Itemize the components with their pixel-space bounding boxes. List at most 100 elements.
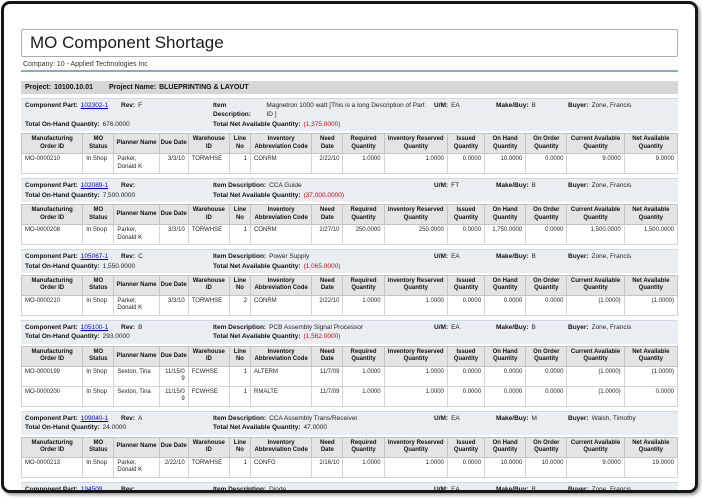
column-header: MO Status <box>82 274 115 296</box>
total-on-hand-label: Total On-Hand Quantity: <box>25 120 100 128</box>
component-part-link[interactable]: 102089-1 <box>80 182 109 190</box>
table-cell: MO-0000210 <box>20 294 84 316</box>
rev-value: F <box>138 102 143 109</box>
component-part-link[interactable]: 109040-1 <box>80 414 109 422</box>
column-header: Warehouse ID <box>187 274 230 296</box>
table-cell: 2/22/10 <box>158 456 189 478</box>
table-header-row: Manufacturing Order ID MO Status Planner N… <box>20 274 679 296</box>
component-part-link[interactable]: 105067-1 <box>80 253 109 261</box>
total-on-hand-value: 676.0000 <box>102 120 130 128</box>
component-part-link[interactable]: 194509 <box>80 485 103 493</box>
buyer-label: Buyer: <box>568 182 589 190</box>
table-header-row: Manufacturing Order ID MO Status Planner N… <box>20 204 679 226</box>
total-net-available-label: Total Net Available Quantity: <box>213 262 301 270</box>
column-header: Issued Quantity <box>446 204 486 226</box>
column-header: Inventory Reserved Quantity <box>383 204 448 226</box>
component-part-label: Component Part: <box>25 323 78 331</box>
column-header: Line No <box>228 133 252 155</box>
column-header: MO Status <box>82 204 115 226</box>
column-header: Required Quantity <box>342 345 385 367</box>
table-cell: TORWHSE <box>187 294 230 316</box>
table-cell: 1 <box>228 153 252 175</box>
component-part-link[interactable]: 102302-1 <box>80 102 109 109</box>
total-on-hand-label: Total On-Hand Quantity: <box>25 191 100 199</box>
page-title: MO Component Shortage <box>30 33 224 52</box>
item-description-value: CCA Assembly Trans/Receiver <box>269 414 358 422</box>
component-section-header: Component Part: 105067-1 Rev: C Item Des… <box>21 249 678 273</box>
make-buy-label: Make/Buy: <box>496 182 529 190</box>
table-cell: CONRM <box>250 224 313 246</box>
table-cell: CONRM <box>250 153 313 175</box>
table-cell: Sexton, Tina <box>113 365 160 387</box>
component-totals-line: Total On-Hand Quantity: 7,500.0000 Total… <box>25 191 674 200</box>
column-header: On Order Quantity <box>525 274 568 296</box>
column-header: Need Date <box>311 345 344 367</box>
column-header: On Hand Quantity <box>484 345 527 367</box>
table-cell: 1,500.0000 <box>623 224 679 246</box>
table-cell: FCWHSE <box>187 385 230 407</box>
table-cell: 0.0000 <box>446 456 486 478</box>
column-header: Issued Quantity <box>446 274 486 296</box>
um-label: U/M: <box>434 253 449 261</box>
table-cell: 1.0000 <box>342 365 385 387</box>
column-header: Manufacturing Order ID <box>20 436 84 458</box>
table-cell: 3/3/10 <box>158 294 189 316</box>
column-header: On Order Quantity <box>525 133 568 155</box>
table-header-row: Manufacturing Order ID MO Status Planner N… <box>20 345 679 367</box>
column-header: Required Quantity <box>342 204 385 226</box>
buyer-value: Walsh, Timothy <box>591 414 636 422</box>
table-cell: 0.0000 <box>525 153 568 175</box>
table-cell: RMALTE <box>250 385 313 407</box>
column-header: Inventory Abbreviation Code <box>250 133 313 155</box>
project-name-label: Project Name: <box>109 84 157 91</box>
table-cell: Parker, Donald K <box>113 153 160 175</box>
column-header: Current Available Quantity <box>566 204 625 226</box>
column-header: Inventory Reserved Quantity <box>383 133 448 155</box>
table-cell: MO-0000199 <box>20 365 84 387</box>
component-part-label: Component Part: <box>25 414 78 422</box>
total-net-available-label: Total Net Available Quantity: <box>213 120 301 128</box>
table-cell: 1 <box>228 365 252 387</box>
rev-label: Rev: <box>121 323 136 331</box>
table-cell: In Shop <box>82 153 115 175</box>
column-header: Warehouse ID <box>187 204 230 226</box>
component-section: Component Part: 105100-1 Rev: B Item Des… <box>20 319 679 407</box>
table-cell: 0.0000 <box>484 385 527 407</box>
rev-value: A <box>138 414 143 422</box>
mo-table: Manufacturing Order ID MO Status Planner N… <box>20 274 679 316</box>
total-net-available-label: Total Net Available Quantity: <box>213 333 301 341</box>
table-cell: 1.0000 <box>342 456 385 478</box>
column-header: Required Quantity <box>342 436 385 458</box>
um-label: U/M: <box>434 102 449 109</box>
table-cell: 1.0000 <box>342 294 385 316</box>
component-part-link[interactable]: 105100-1 <box>80 323 109 331</box>
table-cell: 3/3/10 <box>158 224 189 246</box>
mo-row: MO-0000213 In Shop Parker, Donald K 2/22/10… <box>20 456 679 478</box>
column-header: Inventory Abbreviation Code <box>250 204 313 226</box>
buyer-label: Buyer: <box>568 414 589 422</box>
component-section: Component Part: 102089-1 Rev: Item Descr… <box>20 178 679 246</box>
table-cell: 11/15/09 <box>158 385 189 407</box>
item-description-label: Item Description: <box>213 253 267 261</box>
company-line: Company: 10 - Applied Technologies Inc <box>23 61 148 68</box>
table-cell: CONFG <box>250 456 313 478</box>
column-header: On Hand Quantity <box>484 133 527 155</box>
item-description-label: Item Description: <box>213 414 267 422</box>
mo-table: Manufacturing Order ID MO Status Planner N… <box>20 204 679 246</box>
table-cell: 1 <box>228 456 252 478</box>
item-description-value: Diode <box>269 485 287 493</box>
column-header: Planner Name <box>113 204 160 226</box>
um-value: EA <box>451 323 460 331</box>
buyer-label: Buyer: <box>568 253 589 261</box>
column-header: Warehouse ID <box>187 133 230 155</box>
item-description-label: Item Description: <box>213 485 267 493</box>
table-header-row: Manufacturing Order ID MO Status Planner N… <box>20 436 679 458</box>
make-buy-value: B <box>531 253 536 261</box>
component-section-header: Component Part: 105100-1 Rev: B Item Des… <box>21 319 678 344</box>
column-header: On Order Quantity <box>525 345 568 367</box>
total-net-available-value: 47.0000 <box>303 424 328 432</box>
column-header: Issued Quantity <box>446 436 486 458</box>
column-header: Need Date <box>311 133 344 155</box>
component-section: Component Part: 194509 Rev: Item Descrip… <box>21 481 678 493</box>
table-cell: 0.0000 <box>446 153 486 175</box>
